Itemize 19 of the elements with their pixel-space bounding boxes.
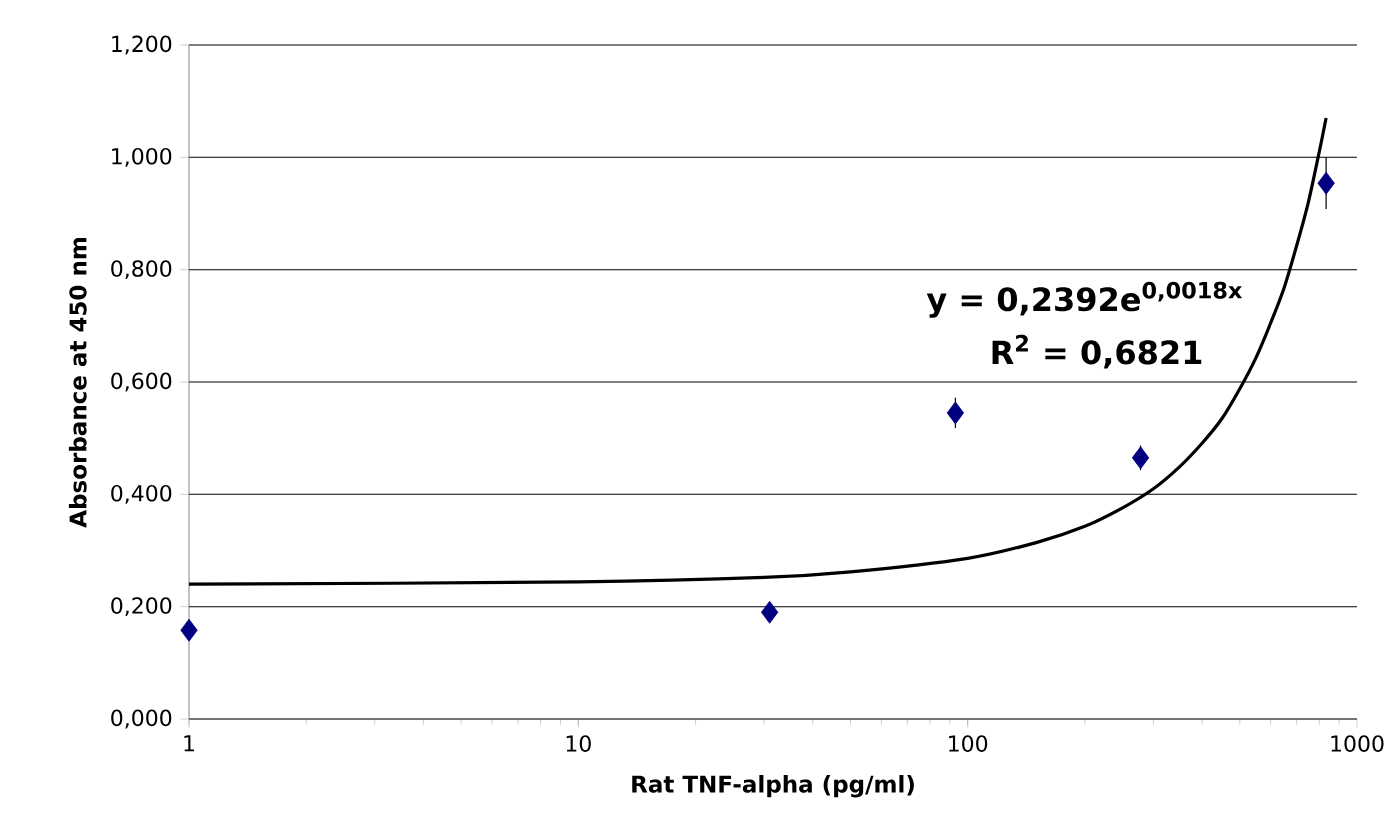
y-tick-label: 1,000 [112,147,172,167]
y-tick-label: 1,200 [112,35,172,55]
x-tick-label: 100 [949,735,988,752]
point [946,401,965,425]
y-tick-label: 0,000 [111,709,172,729]
x-axis-title: Rat TNF-alpha (pg/ml) [632,774,914,798]
y-tick-label: 0,600 [111,372,172,392]
point [1131,446,1150,470]
y-tick-label: 0,200 [111,597,172,617]
x-tick-label: 10 [566,735,591,752]
point [760,600,779,624]
y-tick-label: 0,800 [111,260,172,280]
point [1317,171,1335,195]
x-tick-label: 1 [184,735,194,752]
annotation: y = 0,2392e$^{0,0018x}$ [926,281,1243,318]
y-tick-label: 0,400 [111,484,172,504]
annotation: R$^{2}$ = 0,6821 [992,334,1202,369]
y-axis-title: Absorbance at 450 nm [68,238,87,528]
x-tick-label: 1000 [1331,735,1384,752]
